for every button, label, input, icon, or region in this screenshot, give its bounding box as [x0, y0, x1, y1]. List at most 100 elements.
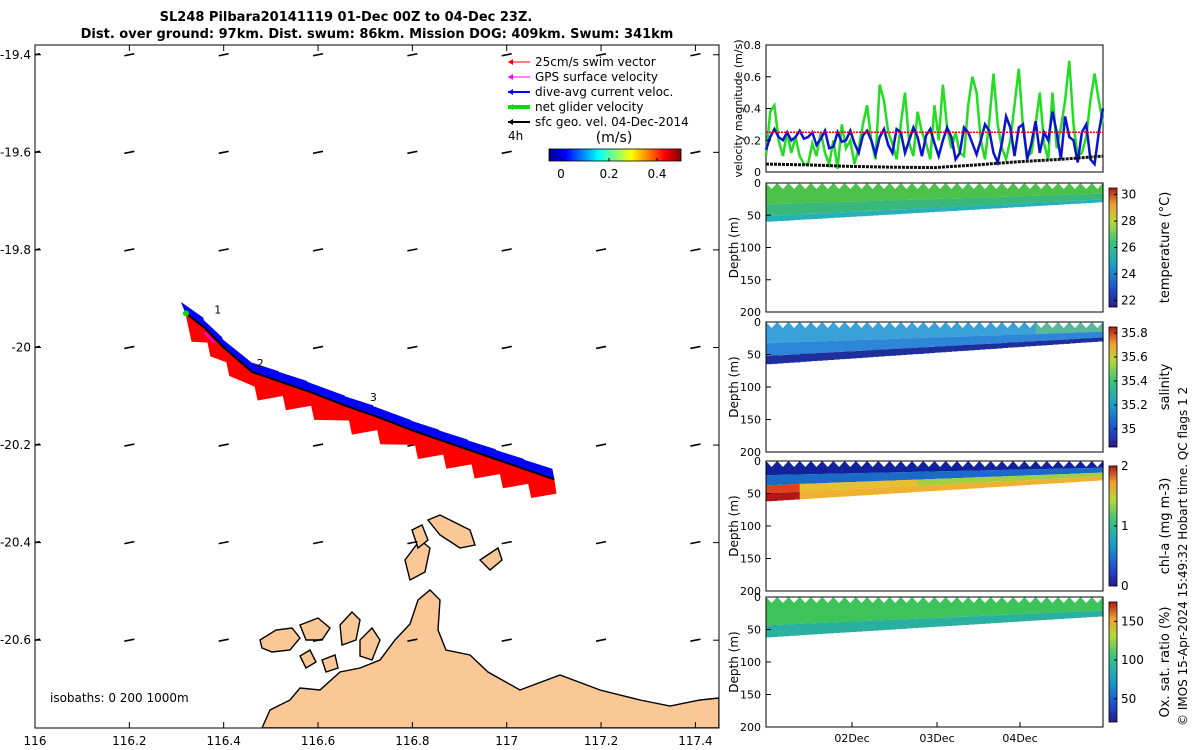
map-x-tick-label: 117.4 — [678, 734, 712, 748]
section-cell — [884, 322, 891, 340]
section-cell — [1018, 334, 1025, 342]
section-cell — [884, 480, 891, 488]
land-mass-10 — [299, 649, 317, 669]
section-y-tick-label: 100 — [740, 656, 761, 669]
section-cell — [900, 472, 907, 481]
map-y-tick-label: -20.6 — [0, 633, 31, 647]
section-cell — [940, 597, 947, 618]
section-cell — [1018, 341, 1025, 347]
section-cell — [1058, 478, 1065, 483]
section-cell — [928, 618, 936, 628]
section-cell — [794, 624, 801, 636]
section-cell — [1091, 331, 1098, 338]
section-cell — [850, 482, 857, 489]
track-day-label: 2 — [257, 357, 264, 370]
colorbar-tick-label: 0 — [557, 167, 565, 181]
section-cell — [923, 337, 930, 348]
section-cell — [962, 345, 969, 351]
section-cell — [979, 615, 986, 624]
velocity-y-tick-label: 0.4 — [744, 103, 762, 116]
section-cell — [945, 207, 952, 212]
section-cell — [1069, 473, 1076, 479]
section-cell — [979, 322, 986, 336]
section-cell — [1052, 468, 1059, 475]
section-cell — [805, 322, 812, 342]
section-cell — [1063, 597, 1070, 613]
section-cell — [805, 597, 812, 624]
section-cell — [1074, 597, 1082, 612]
section-cell — [1018, 469, 1025, 476]
section-cell — [810, 213, 818, 220]
section-cell — [822, 213, 829, 219]
section-cell — [1007, 334, 1014, 343]
section-cell — [951, 206, 958, 211]
section-cell — [945, 484, 952, 490]
section-cell — [1001, 204, 1009, 208]
section-cell — [979, 461, 986, 471]
section-cell — [1080, 461, 1087, 469]
section-cell — [861, 350, 868, 358]
section-cell — [985, 322, 992, 336]
section-colorbar-label: temperature (°C) — [1158, 192, 1173, 304]
section-cell — [962, 597, 969, 617]
section-top-edge — [766, 322, 1103, 328]
sfc-geo-vector — [124, 638, 135, 642]
section-cell — [1091, 199, 1098, 203]
section-cell — [805, 203, 812, 214]
velocity-y-tick-label: 0.6 — [744, 71, 762, 84]
section-cell — [816, 353, 823, 361]
section-cell — [867, 461, 874, 473]
section-cell — [889, 472, 896, 481]
section-cell — [1018, 322, 1025, 335]
section-cell — [968, 461, 975, 471]
section-cell — [951, 483, 958, 490]
section-cell — [1007, 614, 1014, 623]
section-cell — [951, 471, 958, 479]
section-cell — [979, 470, 986, 478]
section-cell — [968, 197, 975, 206]
chlorophyll-section-panel: 0 50 100 150 200 Depth (m) 0 1 2 chl-a (mg m-3) — [727, 455, 1173, 598]
section-cell — [895, 338, 902, 349]
section-cell — [1041, 333, 1048, 341]
section-cell — [855, 340, 863, 351]
section-colorbar-tick-label: 35.6 — [1121, 350, 1148, 364]
land-mass-2 — [299, 617, 331, 641]
section-cell — [996, 204, 1003, 209]
section-cell — [777, 461, 784, 475]
section-cell — [827, 482, 834, 491]
section-cell — [816, 490, 823, 499]
section-cell — [996, 476, 1003, 482]
section-cell — [788, 322, 795, 343]
section-cell — [889, 487, 896, 494]
section-cell — [827, 322, 834, 341]
section-cell — [928, 597, 936, 619]
section-y-tick-label: 200 — [740, 446, 761, 459]
section-cell — [878, 339, 885, 350]
section-cell — [833, 461, 840, 474]
section-cell — [1001, 196, 1009, 205]
section-cell — [951, 345, 958, 352]
section-cell — [900, 486, 907, 493]
land-mass-0 — [261, 589, 719, 728]
legend-time-tag: 4h — [508, 129, 523, 143]
velocity-y-tick-label: 0.2 — [744, 134, 762, 147]
section-cell — [1030, 475, 1037, 480]
section-cell — [805, 483, 812, 492]
section-cell — [855, 183, 863, 202]
section-cell — [884, 349, 891, 357]
section-cell — [1007, 322, 1014, 335]
section-cell — [844, 201, 851, 212]
section-cell — [822, 490, 829, 498]
section-cell — [1080, 332, 1087, 339]
section-cell — [822, 322, 829, 342]
velocity-series-blue — [764, 108, 1105, 168]
section-cell — [810, 183, 818, 203]
temperature-section-panel: 0 50 100 150 200 Depth (m) 22 24 26 28 30 temperatu… — [727, 177, 1173, 319]
section-cell — [805, 213, 812, 220]
section-cell — [810, 461, 818, 475]
section-cell — [777, 183, 784, 204]
section-cell — [973, 482, 980, 489]
section-cell — [771, 342, 778, 356]
section-cell — [895, 619, 902, 630]
map-x-tick-label: 116 — [24, 734, 47, 748]
